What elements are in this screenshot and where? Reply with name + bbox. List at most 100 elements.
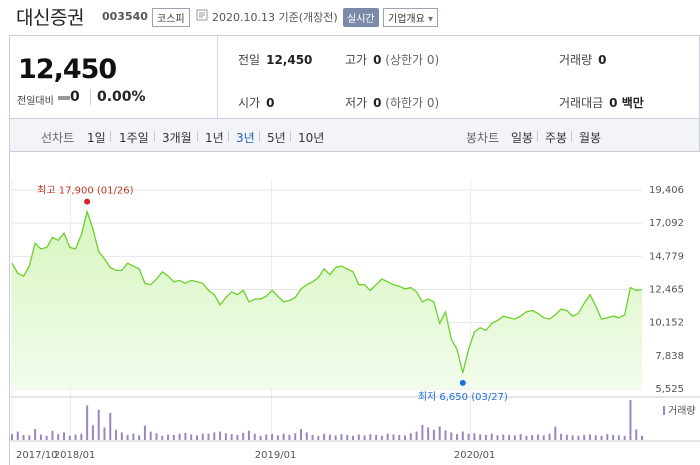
realtime-button[interactable]: 실시간 <box>343 8 379 27</box>
volume-bar <box>149 431 152 440</box>
volume-bar <box>508 434 511 440</box>
y-tick-label: 12,465 <box>649 285 684 296</box>
volume-bar <box>51 430 54 440</box>
volume-bar <box>161 435 164 440</box>
prev-close-value: 12,450 <box>266 53 313 67</box>
period-1w[interactable]: 1주일 <box>119 131 149 145</box>
lower-limit: (하한가 0) <box>385 96 440 110</box>
company-overview-button[interactable]: 기업개요 ▾ <box>383 8 439 27</box>
stock-name: 대신증권 <box>16 7 84 29</box>
volume-bar <box>438 426 441 440</box>
volume-bar <box>409 433 412 440</box>
volume-bar <box>219 431 222 440</box>
volume-bar <box>461 431 464 440</box>
volume-bar <box>340 434 343 440</box>
stock-chart: 최고 17,900 (01/26) 최저 6,650 (03/27) 거래량 19… <box>9 152 700 465</box>
volume-bar <box>577 435 580 440</box>
max-marker <box>84 198 91 205</box>
volume-bar <box>230 434 233 440</box>
volume-bar <box>109 413 112 440</box>
volume-bar <box>271 434 274 440</box>
volume-bar <box>502 434 505 440</box>
x-tick-label: 2018/01 <box>54 450 96 461</box>
period-1y[interactable]: 1년 <box>205 131 224 145</box>
volume-bar <box>74 434 77 440</box>
y-tick-label: 19,406 <box>649 185 684 196</box>
period-5y[interactable]: 5년 <box>267 131 286 145</box>
volume-bar <box>195 435 198 440</box>
volume-bar <box>392 434 395 440</box>
volume-bar <box>247 430 250 440</box>
period-10y[interactable]: 10년 <box>298 131 325 145</box>
volume-bar <box>11 434 13 440</box>
period-1d[interactable]: 1일 <box>87 131 106 145</box>
candle-daily[interactable]: 일봉 <box>511 131 534 145</box>
x-tick-label: 2020/01 <box>454 450 496 461</box>
volume-bar <box>178 433 181 440</box>
volume-bar <box>588 434 591 440</box>
period-bar: 선차트 1일 1주일 3개월 1년 3년 5년 10년 봉차트 일봉 주봉 월봉 <box>9 118 700 152</box>
volume-bar <box>22 434 25 440</box>
volume-bar <box>357 434 360 440</box>
price-chart-svg: 최고 17,900 (01/26) 최저 6,650 (03/27) 거래량 19… <box>10 180 700 461</box>
volume-bar <box>288 434 291 440</box>
volume-bar <box>86 405 89 440</box>
volume-bar <box>317 435 320 440</box>
period-3m[interactable]: 3개월 <box>162 131 192 145</box>
volume-bar <box>386 433 389 440</box>
volume-bar <box>184 432 187 440</box>
volume-bar <box>496 435 499 440</box>
divider <box>228 131 229 142</box>
volume-bar <box>63 432 66 440</box>
volume-bar <box>617 435 620 440</box>
change-value: 0 <box>70 89 80 105</box>
reference-date: 2020.10.13 기준(개장전) <box>212 11 338 24</box>
y-tick-label: 7,838 <box>655 351 684 362</box>
upper-limit: (상한가 0) <box>385 53 440 67</box>
volume-bar <box>282 433 285 440</box>
volume-bar <box>519 434 522 440</box>
min-annotation: 최저 6,650 (03/27) <box>418 391 508 403</box>
y-tick-label: 14,779 <box>649 251 684 262</box>
volume-bar <box>427 427 430 440</box>
high-label: 고가 <box>345 53 368 67</box>
volume-bar <box>259 435 262 440</box>
volume-bar <box>398 434 401 440</box>
volume-bar <box>242 432 245 440</box>
volume-bar <box>380 435 383 440</box>
volume-bar <box>560 433 563 440</box>
volume-bar <box>323 433 326 440</box>
volume-value: 0 <box>598 53 607 67</box>
period-3y[interactable]: 3년 <box>236 131 255 145</box>
volume-bar <box>623 435 626 440</box>
line-chart-label: 선차트 <box>41 131 75 145</box>
volume-bar <box>456 434 459 440</box>
stock-code: 003540 <box>102 10 148 23</box>
divider <box>197 131 198 142</box>
volume-bar <box>444 430 447 440</box>
flat-change-icon <box>58 96 70 100</box>
volume-bar <box>143 425 146 440</box>
x-tick-label: 2017/10 <box>16 450 58 461</box>
volume-bar <box>207 433 210 440</box>
volume-bar <box>571 435 574 440</box>
volume-bar <box>600 435 603 440</box>
volume-bar <box>39 434 42 440</box>
volume-bar <box>635 429 638 440</box>
candle-monthly[interactable]: 월봉 <box>579 131 602 145</box>
prev-close-label: 전일 <box>238 53 261 67</box>
amount-label: 거래대금 <box>559 96 604 110</box>
price-line <box>11 209 643 374</box>
volume-bar <box>583 434 586 440</box>
volume-label: 거래량 <box>559 53 593 67</box>
y-tick-label: 5,525 <box>655 384 684 395</box>
y-tick-label: 17,092 <box>649 218 684 229</box>
volume-bar <box>542 435 545 440</box>
candle-weekly[interactable]: 주봉 <box>545 131 568 145</box>
volume-bar <box>369 434 372 440</box>
volume-bar <box>606 434 609 440</box>
volume-bar <box>253 433 256 440</box>
volume-bar <box>34 429 37 440</box>
divider <box>290 131 291 142</box>
low-label: 저가 <box>345 96 368 110</box>
